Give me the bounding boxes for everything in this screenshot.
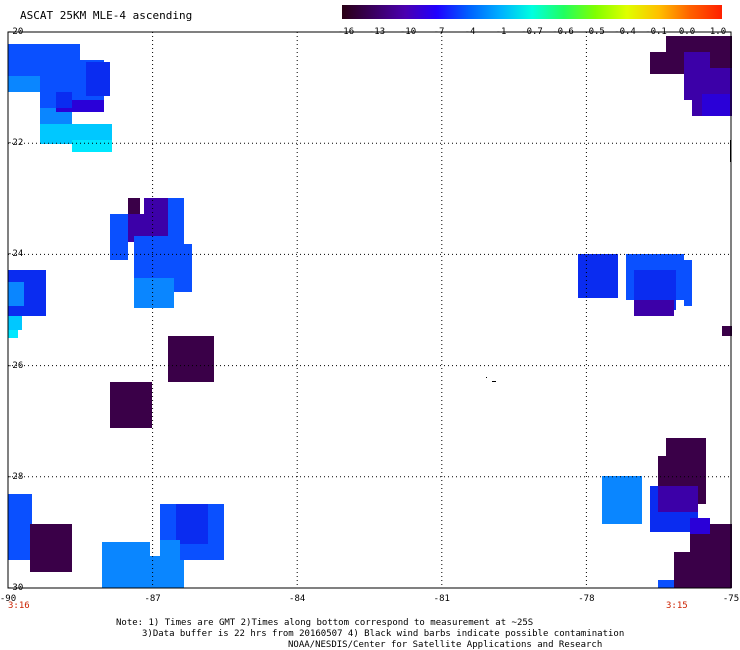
swath-cell [8, 316, 22, 330]
swath-cell [690, 518, 710, 534]
swath-cell [674, 552, 714, 588]
map-title: ASCAT 25KM MLE-4 ascending [20, 9, 193, 22]
note-line-1: Note: 1) Times are GMT 2)Times along bot… [116, 618, 534, 628]
swath-cell [658, 486, 698, 512]
swath-cell [684, 260, 692, 306]
swath-cell [8, 60, 104, 76]
swath-cell [110, 382, 152, 428]
swath-cell [658, 580, 674, 588]
swath-cell [8, 330, 18, 338]
colorbar [342, 5, 722, 19]
longitude-label: -81 [433, 594, 450, 604]
swath-cell [650, 52, 694, 74]
wind-barb-mark [492, 381, 496, 382]
swath-cell [30, 524, 72, 572]
longitude-label: -75 [722, 594, 740, 604]
wind-barb-mark [486, 377, 487, 378]
swath-cell [578, 254, 618, 298]
latitude-label: -20 [7, 27, 24, 37]
time-left: 3:16 [8, 601, 30, 611]
swath-cell [56, 92, 72, 108]
latitude-label: -28 [7, 471, 24, 482]
swath-cell [8, 494, 32, 560]
longitude-label: -84 [289, 594, 306, 604]
swath-cell [128, 198, 140, 214]
swath-cell [110, 214, 128, 260]
latitude-label: -24 [7, 249, 24, 260]
swath-cell [666, 36, 710, 56]
misc-marks [486, 140, 731, 382]
swath-cell [634, 300, 674, 316]
latitude-label: -30 [7, 583, 24, 593]
swath-cell [102, 542, 150, 588]
colorbar-gradient [342, 5, 722, 19]
swath-cell [134, 278, 174, 308]
time-right: 3:15 [666, 601, 688, 611]
swath-cell [602, 476, 642, 524]
longitude-label: -78 [578, 594, 595, 604]
wind-barb-mark [730, 140, 731, 162]
swath-cell [710, 36, 732, 68]
swath-cell [8, 44, 80, 60]
swath-cell [160, 540, 180, 564]
note-line-3: NOAA/NESDIS/Center for Satellite Applica… [288, 640, 603, 650]
swath-cell [86, 62, 110, 96]
latitude-label: -26 [7, 360, 24, 371]
swath-cell [144, 198, 168, 218]
swath-cell [722, 326, 732, 336]
swath-cell [702, 94, 730, 116]
swath-cell [72, 140, 112, 152]
longitude-label: -87 [144, 594, 161, 604]
longitude-label: -90 [0, 594, 17, 604]
note-line-2: 3)Data buffer is 22 hrs from 20160507 4)… [142, 629, 625, 639]
latitude-label: -22 [7, 138, 24, 149]
swath-cell [8, 76, 40, 92]
swath-cell [168, 336, 214, 382]
swath-cell [8, 282, 24, 306]
swath-cell [176, 504, 208, 544]
swath-cell [40, 124, 112, 144]
swath-cell [168, 198, 184, 244]
map-border [7, 31, 732, 589]
swath-cells [8, 36, 732, 588]
